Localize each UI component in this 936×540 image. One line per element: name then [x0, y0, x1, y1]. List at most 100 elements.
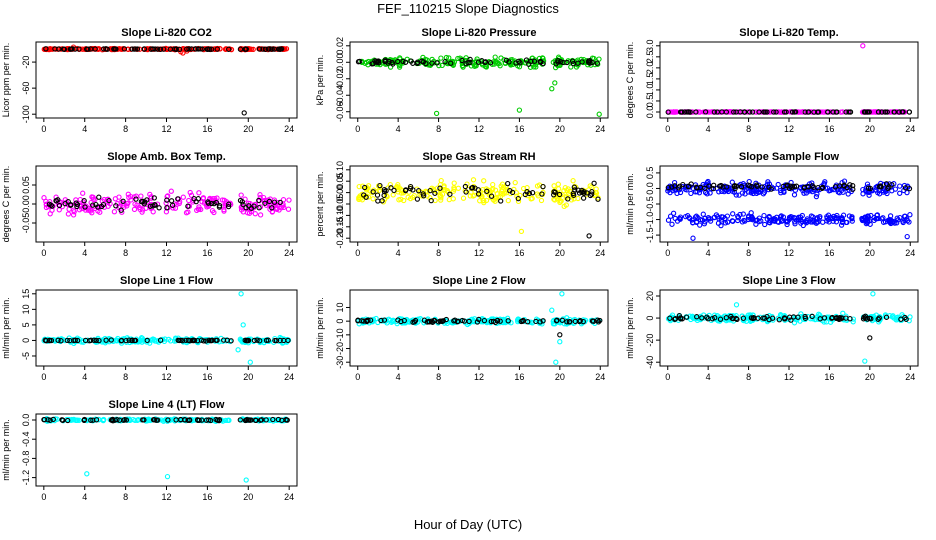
outlier-point: [586, 233, 592, 239]
data-point: [809, 219, 816, 225]
data-point: [188, 192, 195, 198]
data-point: [286, 197, 292, 203]
data-point: [903, 316, 909, 322]
x-tick-label: 4: [706, 248, 711, 258]
y-tick-label: 0.0: [645, 182, 655, 195]
y-tick-label: 2.0: [645, 62, 655, 75]
y-tick-label: 0.05: [21, 176, 31, 194]
y-tick-label: 0: [335, 319, 345, 324]
data-point: [196, 206, 202, 212]
y-tick-label: 5: [21, 322, 31, 327]
data-point: [875, 215, 882, 222]
data-point: [184, 46, 190, 52]
data-point: [682, 109, 688, 115]
data-point: [132, 201, 138, 207]
data-point: [533, 64, 539, 70]
data-point: [47, 417, 53, 423]
data-point: [597, 317, 603, 324]
data-point: [362, 184, 368, 191]
data-point: [177, 416, 184, 423]
data-point: [58, 338, 64, 344]
data-point: [76, 417, 82, 423]
data-point: [462, 183, 469, 190]
data-point: [665, 109, 671, 115]
data-point: [432, 190, 438, 196]
data-point: [429, 60, 435, 66]
data-point: [356, 196, 362, 203]
data-point: [419, 58, 425, 64]
y-tick-label: -0.15: [335, 217, 345, 238]
data-point: [71, 209, 77, 215]
x-tick-label: 0: [41, 372, 46, 382]
y-tick-label: -20: [335, 342, 345, 355]
x-tick-label: 20: [243, 248, 253, 258]
panel-title: Slope Gas Stream RH: [422, 151, 535, 163]
data-point: [421, 193, 427, 199]
data-point: [551, 192, 557, 198]
data-point: [500, 184, 507, 190]
data-point: [481, 178, 487, 184]
data-point: [865, 218, 871, 224]
data-point: [396, 197, 402, 203]
data-point: [237, 197, 244, 204]
data-point: [131, 337, 138, 344]
data-point: [400, 58, 406, 65]
data-point: [72, 46, 78, 52]
outlier-point: [557, 339, 563, 345]
data-point: [850, 186, 856, 192]
data-point: [378, 317, 384, 324]
data-point: [866, 109, 872, 115]
data-point: [569, 191, 576, 197]
data-point: [669, 221, 675, 227]
data-point: [819, 185, 825, 192]
data-point: [150, 46, 156, 52]
data-point: [888, 217, 894, 223]
data-point: [183, 337, 189, 343]
data-point: [579, 59, 585, 65]
data-point: [515, 198, 522, 205]
data-point: [53, 198, 60, 204]
data-point: [437, 318, 443, 324]
data-point: [207, 337, 214, 344]
data-point: [451, 318, 457, 324]
data-point: [723, 315, 729, 321]
data-point: [822, 185, 829, 191]
figure-x-axis-label: Hour of Day (UTC): [413, 517, 523, 532]
data-point: [124, 203, 130, 209]
data-point: [901, 213, 908, 219]
data-point: [205, 199, 211, 205]
data-point: [382, 58, 388, 65]
data-point: [733, 109, 739, 115]
data-point: [266, 202, 272, 208]
y-tick-label: 0.05: [335, 172, 345, 190]
y-tick-label: -0.8: [21, 451, 31, 467]
data-point: [707, 218, 714, 224]
x-tick-label: 4: [82, 124, 87, 134]
x-tick-label: 20: [243, 124, 253, 134]
x-tick-label: 0: [41, 124, 46, 134]
data-point: [440, 318, 446, 324]
data-point: [561, 188, 567, 194]
y-tick-label: 0.0: [21, 414, 31, 427]
data-point: [240, 209, 246, 215]
data-point: [213, 337, 219, 343]
x-tick-label: 20: [865, 372, 875, 382]
data-point: [581, 190, 587, 196]
data-point: [372, 58, 378, 64]
data-point: [398, 190, 405, 196]
data-point: [734, 316, 740, 323]
data-point: [686, 215, 693, 221]
x-tick-label: 16: [824, 248, 834, 258]
data-point: [731, 109, 737, 115]
data-point: [406, 319, 413, 325]
data-point: [813, 193, 820, 200]
data-point: [100, 417, 107, 423]
data-point: [438, 197, 444, 203]
data-point: [484, 188, 490, 194]
data-point: [101, 204, 108, 210]
data-point: [375, 198, 381, 204]
data-point: [488, 193, 495, 199]
data-point: [742, 109, 748, 115]
data-point: [677, 183, 683, 189]
data-point: [665, 217, 672, 223]
